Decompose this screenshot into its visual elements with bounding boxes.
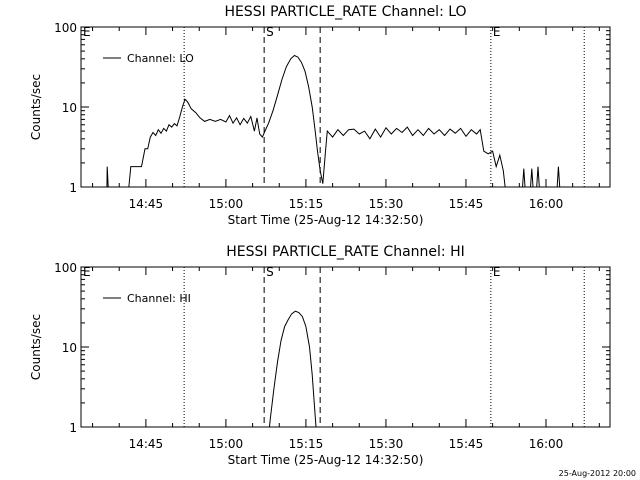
x-tick-label: 14:45 [129, 437, 164, 451]
x-tick-label: 16:00 [529, 197, 564, 211]
marker-label: E [493, 265, 501, 279]
y-tick-label: 100 [54, 21, 77, 35]
chart-title: HESSI PARTICLE_RATE Channel: HI [226, 244, 464, 260]
marker-label: S [266, 25, 274, 39]
x-axis-label: Start Time (25-Aug-12 14:32:50) [228, 213, 424, 227]
x-tick-label: 14:45 [129, 197, 164, 211]
x-tick-label: 15:00 [209, 197, 244, 211]
x-tick-label: 15:45 [449, 197, 484, 211]
y-tick-label: 10 [62, 101, 77, 115]
y-axis-label: Counts/sec [29, 314, 43, 380]
corner-label: E [83, 265, 91, 279]
marker-label: E [493, 25, 501, 39]
plot-frame [80, 26, 611, 188]
y-tick-label: 1 [69, 181, 77, 195]
marker-label: S [266, 265, 274, 279]
y-tick-label: 1 [69, 421, 77, 435]
x-tick-label: 15:15 [289, 437, 324, 451]
footer-timestamp: 25-Aug-2012 20:00 [559, 469, 636, 478]
x-tick-label: 15:45 [449, 437, 484, 451]
chart-panel-2: HESSI PARTICLE_RATE Channel: HI 1 10 100 14:… [29, 244, 611, 467]
x-tick-label: 15:15 [289, 197, 324, 211]
y-tick-label: 10 [62, 341, 77, 355]
legend-label: Channel: LO [127, 52, 194, 65]
y-axis-label: Counts/sec [29, 74, 43, 140]
chart-title: HESSI PARTICLE_RATE Channel: LO [224, 4, 466, 20]
series-line-1 [268, 310, 317, 427]
chart-panel-1: HESSI PARTICLE_RATE Channel: LO 1 10 100 14:… [29, 4, 611, 227]
x-tick-label: 15:30 [369, 197, 404, 211]
x-axis-label: Start Time (25-Aug-12 14:32:50) [228, 453, 424, 467]
series-line-1 [106, 54, 561, 187]
plot-frame [80, 266, 611, 428]
corner-label: E [83, 25, 91, 39]
x-tick-label: 15:00 [209, 437, 244, 451]
x-tick-label: 15:30 [369, 437, 404, 451]
x-tick-label: 16:00 [529, 437, 564, 451]
legend-label: Channel: HI [127, 292, 191, 305]
y-tick-label: 100 [54, 261, 77, 275]
